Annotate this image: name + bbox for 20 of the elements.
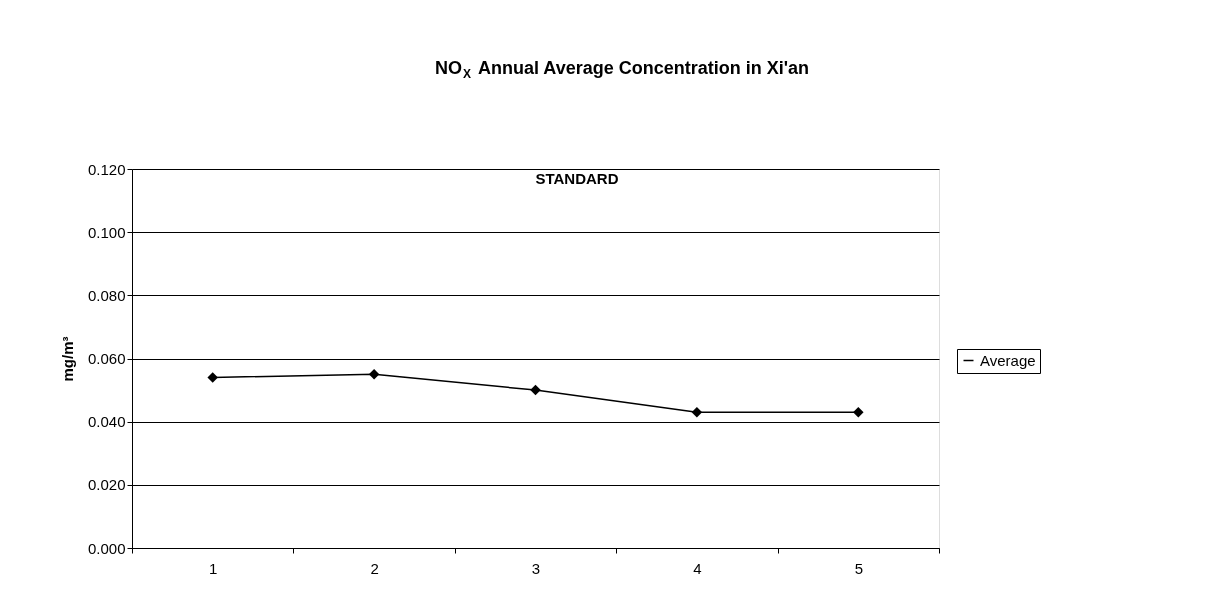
x-tick-label: 1: [209, 559, 218, 577]
y-tick-label: 0.000: [87, 539, 126, 557]
y-tick-label: 0.100: [87, 223, 126, 241]
annotation: STANDARD: [535, 170, 619, 187]
point: [530, 384, 541, 396]
point: [368, 369, 380, 380]
x-tick-label: 2: [370, 559, 379, 577]
y-tick-label: 0.060: [87, 350, 126, 367]
y-tick-label: 0.040: [87, 413, 126, 431]
y-tick-label: 0.080: [87, 286, 126, 304]
y-axis-title: mg/m³: [58, 336, 76, 382]
point: [207, 372, 218, 383]
y-tick-label: 0.020: [87, 476, 126, 494]
x-tick-label: 5: [854, 559, 863, 577]
legend-label: Average: [980, 351, 1036, 369]
y-tick-label: 0.120: [87, 160, 126, 178]
x-tick-label: 4: [693, 559, 702, 577]
point: [853, 406, 864, 418]
point: [691, 406, 703, 418]
x-tick-label: 3: [531, 559, 541, 577]
